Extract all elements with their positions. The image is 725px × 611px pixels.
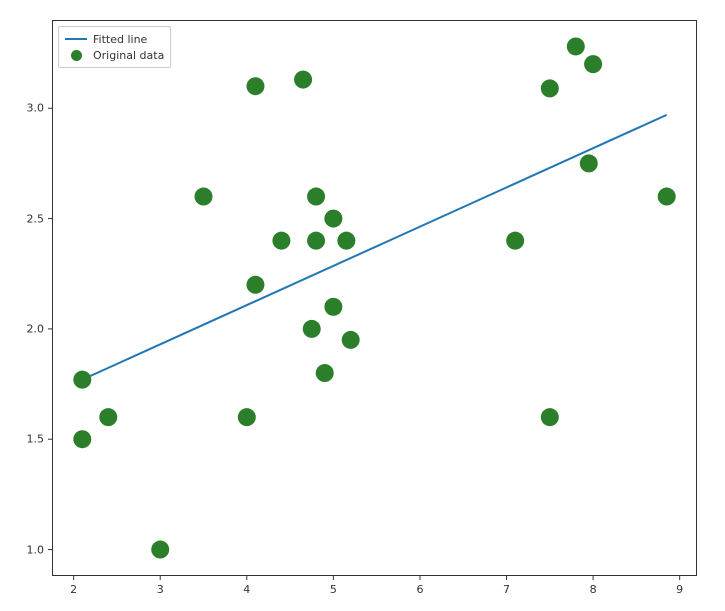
data-point [246,77,264,95]
data-point [307,232,325,250]
data-point [580,154,598,172]
data-point [506,232,524,250]
legend-item-original-data: Original data [65,47,164,63]
data-point [316,364,334,382]
legend-item-fitted-line: Fitted line [65,31,164,47]
data-point [567,37,585,55]
data-point [324,210,342,228]
plot-area: Fitted line Original data [52,20,697,576]
data-point [541,79,559,97]
fitted-line [82,115,666,380]
data-point [246,276,264,294]
x-tick-label: 7 [503,583,510,596]
x-tick-label: 5 [330,583,337,596]
data-point [658,188,676,206]
x-tick-label: 4 [243,583,250,596]
data-point [238,408,256,426]
x-tick-label: 9 [676,583,683,596]
legend-marker-swatch [65,48,87,62]
data-point [151,541,169,559]
data-point [195,188,213,206]
data-point [294,71,312,89]
legend-marker-icon [71,50,82,61]
legend-original-data-label: Original data [93,49,164,62]
legend-line-swatch [65,32,87,46]
y-tick-label: 2.5 [27,212,45,225]
data-point [541,408,559,426]
plot-svg [52,20,697,576]
legend: Fitted line Original data [58,26,171,68]
data-point [324,298,342,316]
legend-fitted-line-label: Fitted line [93,33,147,46]
data-point [337,232,355,250]
data-point [307,188,325,206]
y-tick-label: 1.0 [27,543,45,556]
y-tick-label: 2.0 [27,322,45,335]
y-tick-label: 1.5 [27,433,45,446]
legend-line-icon [65,38,87,40]
y-tick-label: 3.0 [27,102,45,115]
x-tick-label: 6 [416,583,423,596]
data-point [342,331,360,349]
x-tick-label: 3 [157,583,164,596]
data-point [303,320,321,338]
figure: Fitted line Original data 2 3 4 5 6 7 8 9 1.0 1.… [0,0,725,611]
data-point [584,55,602,73]
x-tick-label: 8 [590,583,597,596]
x-tick-label: 2 [70,583,77,596]
data-point [73,371,91,389]
data-point [99,408,117,426]
data-point [272,232,290,250]
data-point [73,430,91,448]
